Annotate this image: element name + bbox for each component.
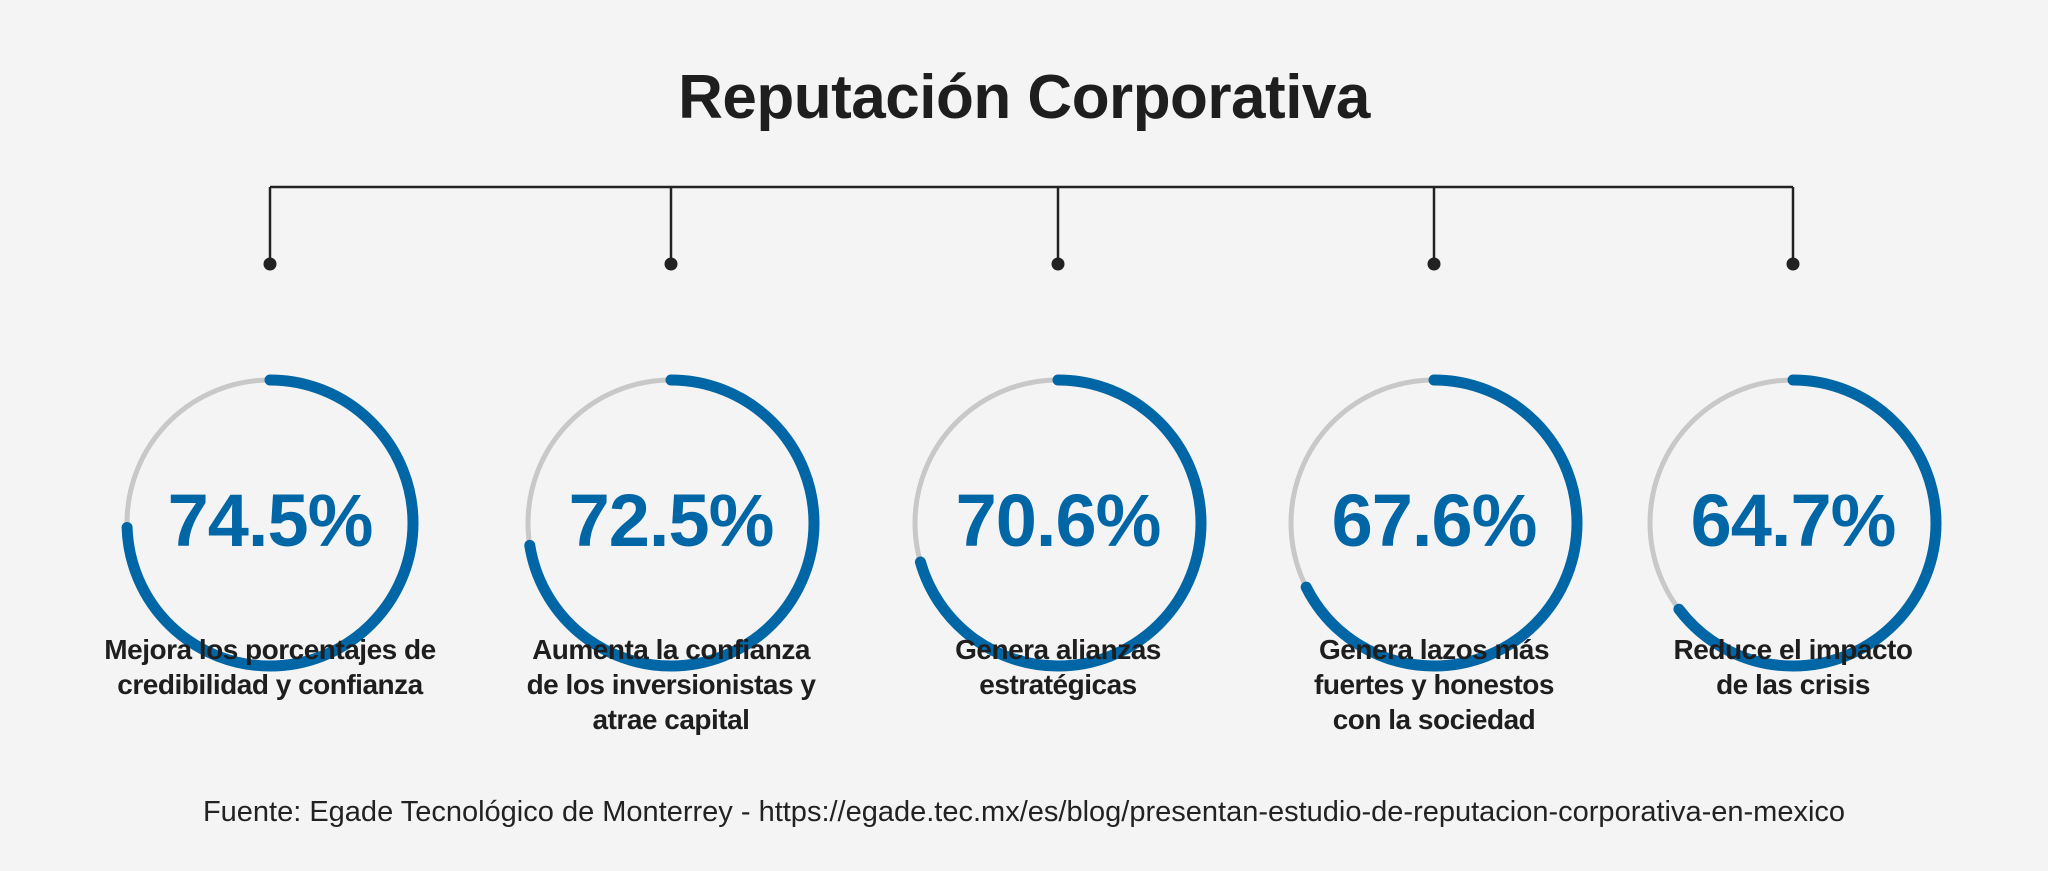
progress-ring-arc (522, 374, 820, 672)
item-label-line: atrae capital (592, 704, 750, 735)
item-label-line: Reduce el impacto (1673, 634, 1913, 665)
item-label-line: Mejora los porcentajes de (104, 634, 436, 665)
item-label: Genera alianzas estratégicas (858, 632, 1258, 702)
connector-dot (1051, 257, 1065, 271)
percentage-value: 64.7% (1690, 479, 1897, 562)
connector-dot (664, 257, 678, 271)
progress-ring-arc (1285, 374, 1583, 672)
item-label-line: fuertes y honestos (1314, 669, 1554, 700)
item-label: Aumenta la confianza de los inversionista… (471, 632, 871, 737)
percentage-value: 72.5% (568, 479, 775, 562)
percentage-value: 74.5% (167, 479, 374, 562)
percentage-value: 67.6% (1331, 479, 1538, 562)
connector-dot (263, 257, 277, 271)
item-label-line: estratégicas (979, 669, 1137, 700)
connector-dot (1786, 257, 1800, 271)
item-label: Reduce el impacto de las crisis (1593, 632, 1993, 702)
item-label-line: de los inversionistas y (526, 669, 816, 700)
item-label-line: con la sociedad (1332, 704, 1536, 735)
percentage-value: 70.6% (955, 479, 1162, 562)
item-label: Genera lazos más fuertes y honestos con la… (1234, 632, 1634, 737)
item-label-line: Genera alianzas (955, 634, 1161, 665)
progress-ring-arc (909, 374, 1207, 672)
item-label-line: Genera lazos más (1318, 634, 1550, 665)
item-label: Mejora los porcentajes de credibilidad y … (70, 632, 470, 702)
progress-ring-arc (1644, 374, 1942, 672)
connector-dot (1427, 257, 1441, 271)
item-label-line: Aumenta la confianza (532, 634, 810, 665)
source-footer: Fuente: Egade Tecnológico de Monterrey -… (202, 796, 1846, 828)
item-label-line: credibilidad y confianza (117, 669, 423, 700)
item-label-line: de las crisis (1716, 669, 1870, 700)
progress-ring-arc (121, 374, 419, 672)
page-title: Reputación Corporativa (678, 63, 1370, 132)
